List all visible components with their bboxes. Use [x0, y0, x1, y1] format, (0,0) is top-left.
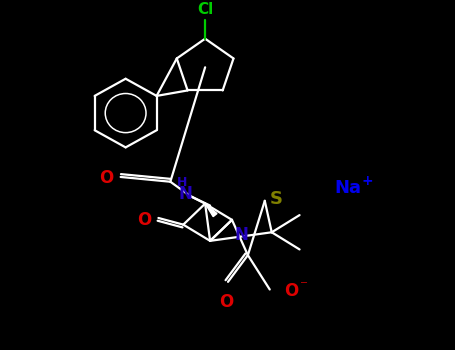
Polygon shape	[205, 204, 217, 217]
Text: N: N	[235, 226, 249, 244]
Text: H: H	[177, 176, 187, 189]
Text: Na: Na	[334, 180, 361, 197]
Text: S: S	[270, 190, 283, 208]
Text: O: O	[100, 169, 114, 187]
Text: ⁻: ⁻	[299, 278, 308, 293]
Text: +: +	[361, 174, 373, 188]
Text: N: N	[178, 185, 192, 203]
Text: O: O	[219, 293, 233, 311]
Text: O: O	[137, 211, 152, 229]
Text: O: O	[283, 282, 298, 300]
Text: Cl: Cl	[197, 2, 213, 17]
